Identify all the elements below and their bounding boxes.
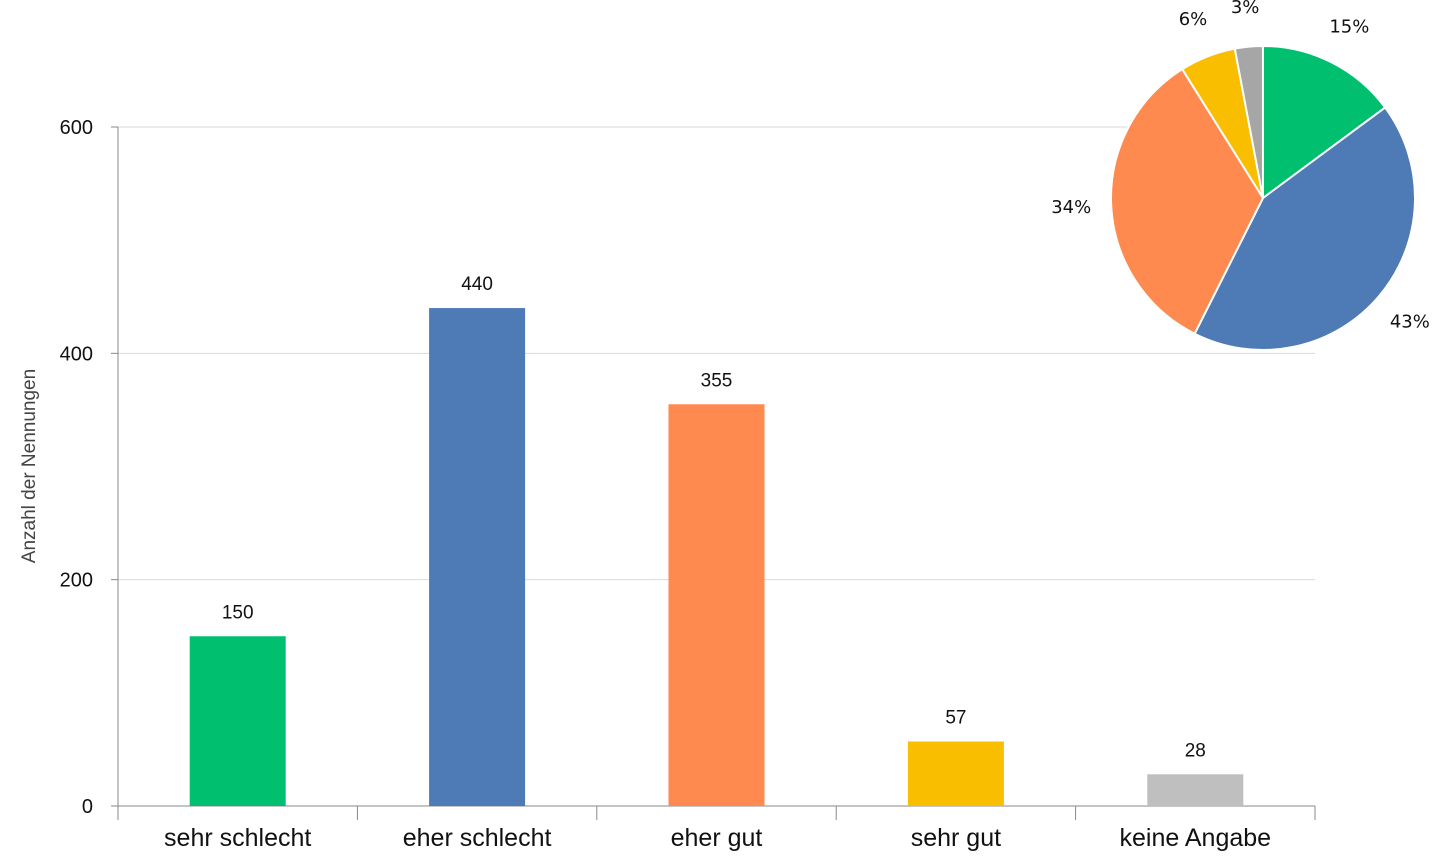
bar bbox=[668, 404, 765, 806]
bar-value-label: 440 bbox=[461, 274, 493, 295]
x-tick-label: sehr schlecht bbox=[164, 824, 311, 852]
pie-slice-label: 3% bbox=[1231, 0, 1260, 18]
x-tick-label: eher gut bbox=[671, 824, 763, 852]
bar-value-label: 28 bbox=[1185, 740, 1206, 761]
pie-slice bbox=[1110, 67, 1265, 336]
pie-chart: 15% 43% 34% 6% 3% bbox=[1051, 0, 1430, 351]
bar bbox=[1147, 774, 1244, 806]
bar bbox=[429, 308, 526, 806]
y-axis-label: Anzahl der Nennungen bbox=[19, 369, 40, 563]
bar-value-label: 150 bbox=[222, 602, 254, 623]
bar-value-label: 355 bbox=[701, 370, 733, 391]
y-tick-label: 600 bbox=[60, 117, 93, 139]
pie-slice-label: 43% bbox=[1390, 312, 1430, 333]
x-tick-label: sehr gut bbox=[911, 824, 1001, 852]
pie-slice-label: 34% bbox=[1051, 197, 1091, 218]
pie-slice-label: 15% bbox=[1329, 17, 1369, 38]
x-tick-label: keine Angabe bbox=[1120, 824, 1272, 852]
bar-series: 150 440 355 57 28 bbox=[189, 274, 1244, 806]
bar-value-label: 57 bbox=[945, 707, 966, 728]
x-tick-label: eher schlecht bbox=[403, 824, 552, 852]
y-tick-label: 200 bbox=[60, 570, 93, 592]
y-tick-label: 0 bbox=[82, 796, 93, 818]
pie-slice bbox=[1262, 44, 1387, 200]
pie-slice bbox=[1233, 44, 1264, 199]
bar bbox=[189, 636, 286, 806]
pie-slice-label: 6% bbox=[1179, 9, 1208, 30]
pie-slice bbox=[1193, 106, 1416, 351]
bar bbox=[907, 741, 1004, 806]
y-tick-label: 400 bbox=[60, 343, 93, 365]
